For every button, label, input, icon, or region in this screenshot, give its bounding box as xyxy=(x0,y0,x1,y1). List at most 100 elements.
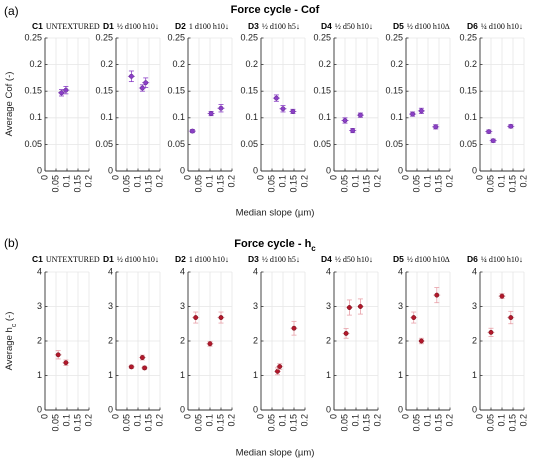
y-tick-label: 0 xyxy=(326,165,331,175)
subplot-code: D4 xyxy=(321,21,332,31)
x-tick-label: 0.15 xyxy=(143,414,153,432)
x-tick-label: 0 xyxy=(110,414,120,419)
y-tick-label: 0.15 xyxy=(24,86,42,96)
x-tick-label: 0.1 xyxy=(350,414,360,427)
marker xyxy=(139,355,145,361)
x-tick-label: 0.1 xyxy=(422,175,432,188)
x-tick-label: 0.2 xyxy=(518,414,528,427)
y-tick-label: 0.2 xyxy=(172,59,185,69)
data-point xyxy=(138,84,146,92)
y-tick-label: 4 xyxy=(108,266,113,276)
y-axis-label: Average Cof (-) xyxy=(4,72,15,137)
data-point xyxy=(217,311,225,324)
y-tick-label: 0.15 xyxy=(167,86,185,96)
subplot-label: ¼ d100 h10↓ xyxy=(481,255,523,264)
y-tick-label: 4 xyxy=(472,266,477,276)
subplot-d3: D3 ½ d100 h5↓00.050.10.150.20.250 0.05 0.1 0… xyxy=(240,21,309,192)
marker xyxy=(63,87,69,93)
y-tick-label: 0 xyxy=(180,404,185,414)
marker xyxy=(343,330,349,336)
x-tick-label: 0.15 xyxy=(215,414,225,432)
data-point xyxy=(127,364,135,370)
data-point xyxy=(498,293,506,299)
x-tick-label: 0.1 xyxy=(277,414,287,427)
x-tick-label: 0.1 xyxy=(132,414,142,427)
data-point xyxy=(417,107,425,114)
marker xyxy=(55,352,61,358)
y-tick-label: 0 xyxy=(253,404,258,414)
x-tick-label: 0.15 xyxy=(288,414,298,432)
data-point xyxy=(127,70,135,83)
data-point xyxy=(342,328,350,339)
subplot-label: UNTEXTURED xyxy=(46,22,100,31)
x-tick-label: 0.2 xyxy=(83,175,93,188)
y-tick-label: 3 xyxy=(37,301,42,311)
data-point xyxy=(58,89,65,97)
y-tick-label: 0 xyxy=(253,165,258,175)
data-point xyxy=(141,365,149,371)
x-tick-label: 0 xyxy=(182,175,192,180)
y-tick-label: 0 xyxy=(37,165,42,175)
marker xyxy=(128,364,134,370)
x-tick-label: 0 xyxy=(400,175,410,180)
subplot-title: D3 ½ d100 h5↓ xyxy=(248,21,300,31)
data-point xyxy=(349,128,357,134)
data-point xyxy=(192,311,200,324)
x-tick-label: 0.05 xyxy=(266,414,276,432)
marker xyxy=(342,118,348,123)
x-tick-label: 0.05 xyxy=(339,414,349,432)
data-point xyxy=(356,298,364,315)
subplot-title: D3 ½ d100 h5↓ xyxy=(248,254,300,264)
x-tick-label: 0.2 xyxy=(83,414,93,427)
x-tick-label: 0.15 xyxy=(361,414,371,432)
subplot-code: D1 xyxy=(103,254,114,264)
x-tick-label: 0.05 xyxy=(121,414,131,432)
x-tick-label: 0.2 xyxy=(154,175,164,188)
x-tick-label: 0.05 xyxy=(339,175,349,193)
data-point xyxy=(188,128,196,134)
subplot-d2: D2 1 d100 h10↓00.050.10.150.20.250 0.05 0.1… xyxy=(167,21,236,192)
x-tick-label: 0.05 xyxy=(485,175,495,193)
x-axis-label: Median slope (µm) xyxy=(236,208,315,219)
panel-label: (a) xyxy=(4,4,19,18)
marker xyxy=(142,365,148,371)
x-tick-label: 0 xyxy=(328,175,338,180)
y-tick-label: 4 xyxy=(326,266,331,276)
y-tick-label: 0.25 xyxy=(167,32,185,42)
marker xyxy=(218,105,224,111)
y-tick-label: 2 xyxy=(326,335,331,345)
subplot-label: ½ d100 h5↓ xyxy=(262,22,300,31)
x-tick-label: 0.15 xyxy=(433,414,443,432)
marker xyxy=(434,292,440,298)
y-tick-label: 0.25 xyxy=(313,32,331,42)
title-subscript: c xyxy=(311,244,316,253)
y-tick-label: 4 xyxy=(180,266,185,276)
subplot-title: D6 ¼ d100 h10↓ xyxy=(467,21,523,31)
data-point xyxy=(279,105,287,113)
subplot-title: D4 ½ d50 h10↓ xyxy=(321,21,373,31)
subplot-title: D2 1 d100 h10↓ xyxy=(175,21,229,31)
subplot-code: D4 xyxy=(321,254,332,264)
marker xyxy=(277,364,283,369)
marker xyxy=(433,124,439,130)
data-point xyxy=(290,320,298,336)
marker xyxy=(193,315,199,320)
x-tick-label: 0.1 xyxy=(350,175,360,188)
x-tick-label: 0.2 xyxy=(226,414,236,427)
y-tick-label: 0.1 xyxy=(245,112,258,122)
y-tick-label: 0 xyxy=(37,404,42,414)
x-tick-label: 0.05 xyxy=(121,175,131,193)
x-tick-label: 0.2 xyxy=(299,175,309,188)
subplot-label: ½ d100 h5↓ xyxy=(262,255,300,264)
y-tick-label: 0.15 xyxy=(459,86,477,96)
subplot-label: UNTEXTURED xyxy=(46,255,100,264)
data-point xyxy=(272,94,280,102)
marker xyxy=(273,95,279,101)
subplot-title: C1 UNTEXTURED xyxy=(32,254,100,264)
subplot-label: ¼ d100 h10↓ xyxy=(481,22,523,31)
subplot-code: D2 xyxy=(175,254,186,264)
x-tick-label: 0.05 xyxy=(266,175,276,193)
panel-label: (b) xyxy=(4,236,19,250)
